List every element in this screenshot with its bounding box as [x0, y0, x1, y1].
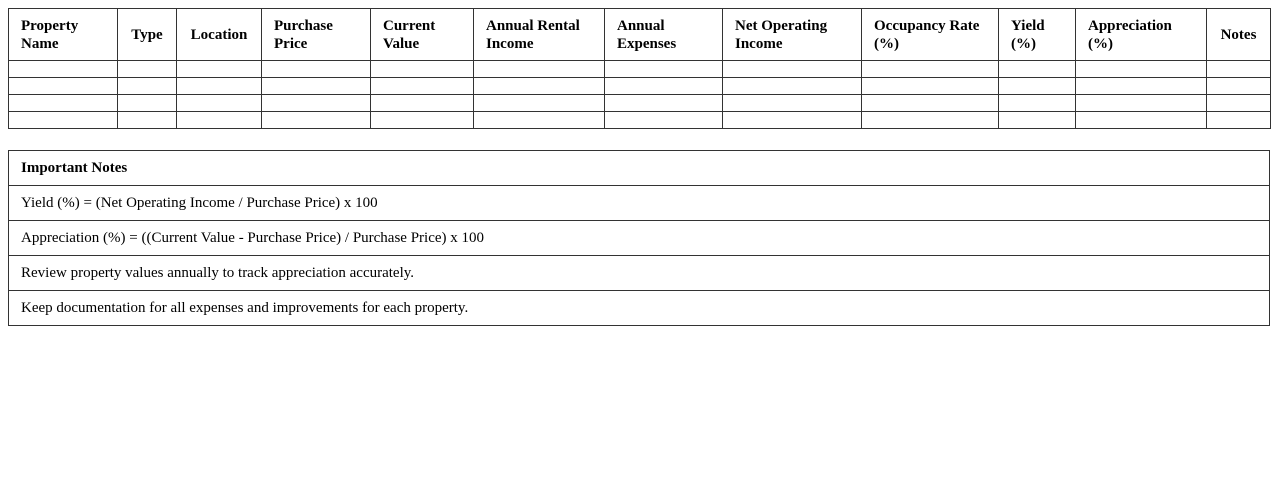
property-table: Property Name Type Location Purchase Price C…: [8, 8, 1271, 129]
table-cell[interactable]: [1075, 77, 1207, 95]
table-cell[interactable]: [370, 111, 474, 129]
note-row: Keep documentation for all expenses and …: [8, 290, 1270, 326]
column-header: Type: [117, 8, 177, 61]
table-cell[interactable]: [176, 77, 262, 95]
table-cell[interactable]: [261, 111, 371, 129]
table-cell[interactable]: [473, 111, 605, 129]
note-row: Appreciation (%) = ((Current Value - Pur…: [8, 220, 1270, 256]
note-text: Yield (%) = (Net Operating Income / Purc…: [8, 185, 1270, 221]
table-row: [8, 60, 1271, 78]
table-cell[interactable]: [1206, 77, 1271, 95]
table-cell[interactable]: [370, 77, 474, 95]
note-text: Appreciation (%) = ((Current Value - Pur…: [8, 220, 1270, 256]
table-cell[interactable]: [261, 60, 371, 78]
table-cell[interactable]: [117, 77, 177, 95]
table-cell[interactable]: [117, 60, 177, 78]
table-cell[interactable]: [8, 60, 118, 78]
table-row: [8, 94, 1271, 112]
table-cell[interactable]: [473, 60, 605, 78]
table-cell[interactable]: [261, 77, 371, 95]
table-cell[interactable]: [8, 111, 118, 129]
column-header: Notes: [1206, 8, 1271, 61]
table-cell[interactable]: [473, 77, 605, 95]
table-row: [8, 77, 1271, 95]
notes-header-row: Important Notes: [8, 150, 1270, 186]
table-cell[interactable]: [998, 77, 1076, 95]
table-cell[interactable]: [722, 111, 862, 129]
column-header: Annual Rental Income: [473, 8, 605, 61]
note-row: Review property values annually to track…: [8, 255, 1270, 291]
table-cell[interactable]: [1075, 94, 1207, 112]
table-cell[interactable]: [998, 94, 1076, 112]
table-cell[interactable]: [1206, 111, 1271, 129]
table-cell[interactable]: [117, 111, 177, 129]
column-header: Net Operating Income: [722, 8, 862, 61]
table-cell[interactable]: [604, 94, 723, 112]
table-cell[interactable]: [1206, 60, 1271, 78]
column-header: Occupancy Rate (%): [861, 8, 999, 61]
column-header: Location: [176, 8, 262, 61]
table-cell[interactable]: [176, 94, 262, 112]
column-header: Appreciation (%): [1075, 8, 1207, 61]
table-cell[interactable]: [1075, 111, 1207, 129]
note-text: Keep documentation for all expenses and …: [8, 290, 1270, 326]
notes-title: Important Notes: [8, 150, 1270, 186]
table-cell[interactable]: [861, 94, 999, 112]
header-row: Property Name Type Location Purchase Price C…: [8, 8, 1271, 61]
table-cell[interactable]: [722, 77, 862, 95]
table-cell[interactable]: [604, 111, 723, 129]
table-cell[interactable]: [261, 94, 371, 112]
column-header: Property Name: [8, 8, 118, 61]
table-row: [8, 111, 1271, 129]
table-cell[interactable]: [8, 77, 118, 95]
note-text: Review property values annually to track…: [8, 255, 1270, 291]
table-cell[interactable]: [473, 94, 605, 112]
table-cell[interactable]: [176, 111, 262, 129]
table-cell[interactable]: [861, 77, 999, 95]
table-cell[interactable]: [604, 60, 723, 78]
table-cell[interactable]: [722, 60, 862, 78]
table-cell[interactable]: [1206, 94, 1271, 112]
table-cell[interactable]: [861, 111, 999, 129]
table-cell[interactable]: [998, 60, 1076, 78]
table-cell[interactable]: [861, 60, 999, 78]
table-cell[interactable]: [8, 94, 118, 112]
column-header: Yield (%): [998, 8, 1076, 61]
note-row: Yield (%) = (Net Operating Income / Purc…: [8, 185, 1270, 221]
table-cell[interactable]: [370, 60, 474, 78]
table-cell[interactable]: [998, 111, 1076, 129]
table-cell[interactable]: [722, 94, 862, 112]
table-cell[interactable]: [1075, 60, 1207, 78]
important-notes-table: Important Notes Yield (%) = (Net Operati…: [8, 150, 1270, 326]
table-cell[interactable]: [117, 94, 177, 112]
table-cell[interactable]: [604, 77, 723, 95]
column-header: Current Value: [370, 8, 474, 61]
table-cell[interactable]: [370, 94, 474, 112]
column-header: Annual Expenses: [604, 8, 723, 61]
column-header: Purchase Price: [261, 8, 371, 61]
table-cell[interactable]: [176, 60, 262, 78]
